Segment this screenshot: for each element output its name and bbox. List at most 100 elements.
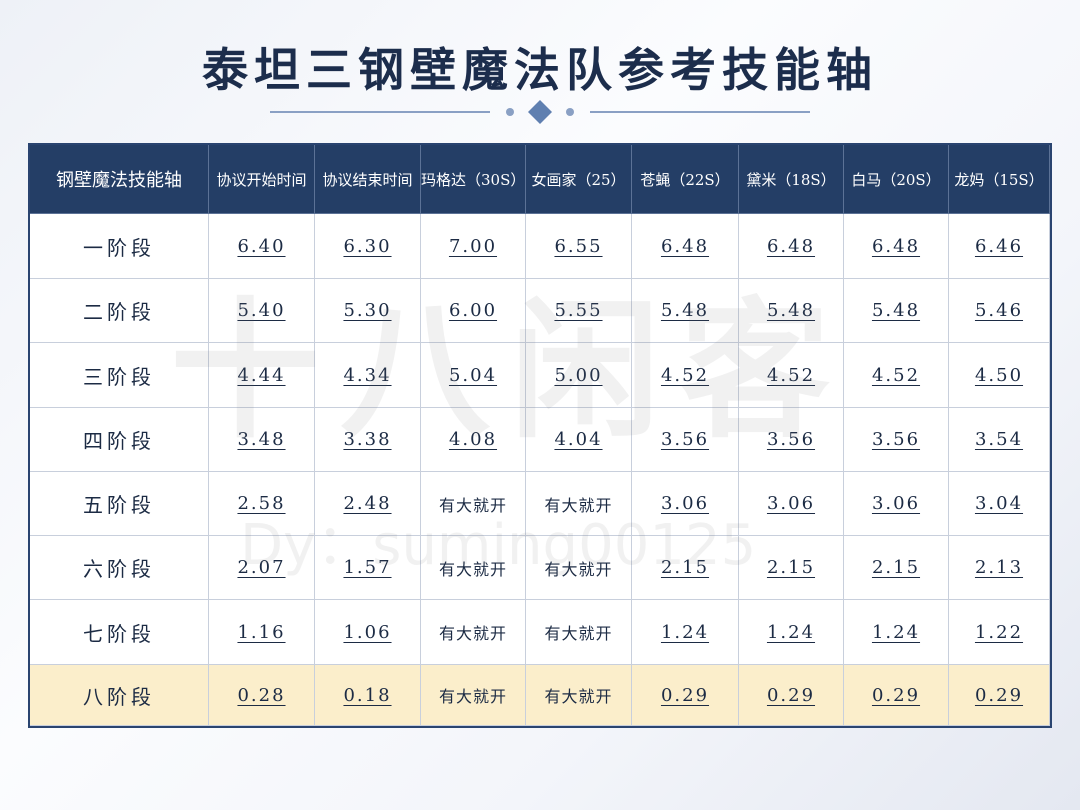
value-cell: 6.30: [315, 214, 421, 279]
value-cell: 0.29: [844, 665, 949, 726]
value-cell: 6.48: [739, 214, 844, 279]
cell-text: 6.55: [554, 235, 603, 257]
value-cell: 5.55: [526, 279, 632, 343]
cell-text: 4.04: [554, 429, 603, 450]
value-cell: 1.24: [632, 600, 739, 665]
cell-text: 女画家（25）: [531, 170, 626, 189]
value-cell: 4.44: [209, 343, 315, 408]
cell-text: 1.24: [871, 621, 921, 643]
value-cell: 有大就开: [526, 600, 632, 665]
row-label: 七阶段: [30, 600, 209, 665]
value-cell: 3.56: [632, 408, 739, 472]
cell-text: 5.30: [343, 300, 392, 321]
value-cell: 6.00: [421, 279, 526, 343]
cell-text: 1.57: [343, 557, 392, 578]
cell-text: 六阶段: [83, 557, 155, 581]
cell-text: 5.04: [448, 364, 498, 386]
title-ornament: [270, 100, 810, 124]
value-cell: 1.06: [315, 600, 421, 665]
row-label: 八阶段: [30, 665, 209, 726]
value-cell: 有大就开: [421, 536, 526, 600]
cell-text: 玛格达（30S）: [421, 170, 526, 189]
value-cell: 2.15: [739, 536, 844, 600]
value-cell: 5.48: [739, 279, 844, 343]
cell-text: 6.40: [237, 235, 286, 257]
row-label: 二阶段: [30, 279, 209, 343]
cell-text: 5.00: [554, 364, 603, 386]
value-cell: 7.00: [421, 214, 526, 279]
value-cell: 有大就开: [526, 665, 632, 726]
cell-text: 黛米（18S）: [746, 170, 836, 189]
cell-text: 有大就开: [438, 559, 507, 579]
cell-text: 协议开始时间: [216, 170, 307, 189]
cell-text: 有大就开: [544, 559, 613, 579]
cell-text: 5.48: [766, 300, 816, 321]
value-cell: 2.07: [209, 536, 315, 600]
value-cell: 5.46: [949, 279, 1050, 343]
cell-text: 2.15: [871, 557, 921, 578]
cell-text: 一阶段: [83, 235, 155, 260]
cell-text: 0.28: [237, 684, 286, 706]
value-cell: 3.06: [844, 472, 949, 536]
cell-text: 2.48: [343, 493, 392, 514]
cell-text: 6.48: [871, 235, 921, 257]
value-cell: 3.06: [739, 472, 844, 536]
cell-text: 2.58: [237, 493, 286, 514]
cell-text: 有大就开: [438, 495, 507, 515]
cell-text: 1.24: [766, 621, 816, 643]
cell-text: 6.48: [660, 235, 710, 257]
cell-text: 5.40: [237, 300, 286, 321]
cell-text: 有大就开: [438, 624, 507, 643]
value-cell: 5.30: [315, 279, 421, 343]
cell-text: 1.16: [237, 621, 286, 643]
row-label: 五阶段: [30, 472, 209, 536]
cell-text: 四阶段: [83, 429, 155, 453]
value-cell: 有大就开: [421, 665, 526, 726]
cell-text: 3.56: [871, 429, 921, 450]
value-cell: 4.52: [844, 343, 949, 408]
cell-text: 3.56: [766, 429, 816, 450]
cell-text: 5.55: [554, 300, 603, 321]
value-cell: 有大就开: [421, 600, 526, 665]
value-cell: 有大就开: [526, 472, 632, 536]
cell-text: 有大就开: [438, 687, 507, 706]
cell-text: 0.18: [343, 684, 392, 706]
cell-text: 白马（20S）: [851, 170, 941, 189]
value-cell: 2.48: [315, 472, 421, 536]
header-cell: 协议结束时间: [315, 145, 421, 214]
cell-text: 3.06: [660, 493, 710, 514]
cell-text: 3.06: [766, 493, 816, 514]
value-cell: 0.28: [209, 665, 315, 726]
cell-text: 4.52: [766, 364, 816, 386]
cell-text: 6.48: [766, 235, 816, 257]
header-cell: 协议开始时间: [209, 145, 315, 214]
value-cell: 5.48: [844, 279, 949, 343]
value-cell: 6.55: [526, 214, 632, 279]
cell-text: 5.46: [974, 300, 1024, 321]
cell-text: 4.50: [974, 364, 1024, 386]
cell-text: 五阶段: [83, 493, 155, 517]
value-cell: 1.16: [209, 600, 315, 665]
value-cell: 1.57: [315, 536, 421, 600]
cell-text: 0.29: [974, 684, 1024, 706]
cell-text: 协议结束时间: [322, 170, 413, 189]
cell-text: 4.34: [343, 364, 392, 386]
cell-text: 3.56: [660, 429, 710, 450]
value-cell: 4.50: [949, 343, 1050, 408]
cell-text: 7.00: [448, 235, 498, 257]
cell-text: 2.07: [237, 557, 286, 578]
cell-text: 0.29: [871, 684, 921, 706]
value-cell: 2.13: [949, 536, 1050, 600]
value-cell: 有大就开: [421, 472, 526, 536]
value-cell: 6.40: [209, 214, 315, 279]
header-cell: 龙妈（15S）: [949, 145, 1050, 214]
value-cell: 3.04: [949, 472, 1050, 536]
cell-text: 有大就开: [544, 495, 613, 515]
value-cell: 3.56: [739, 408, 844, 472]
cell-text: 6.00: [448, 300, 498, 321]
value-cell: 4.52: [739, 343, 844, 408]
cell-text: 龙妈（15S）: [954, 170, 1044, 189]
cell-text: 1.24: [660, 621, 710, 643]
value-cell: 5.40: [209, 279, 315, 343]
